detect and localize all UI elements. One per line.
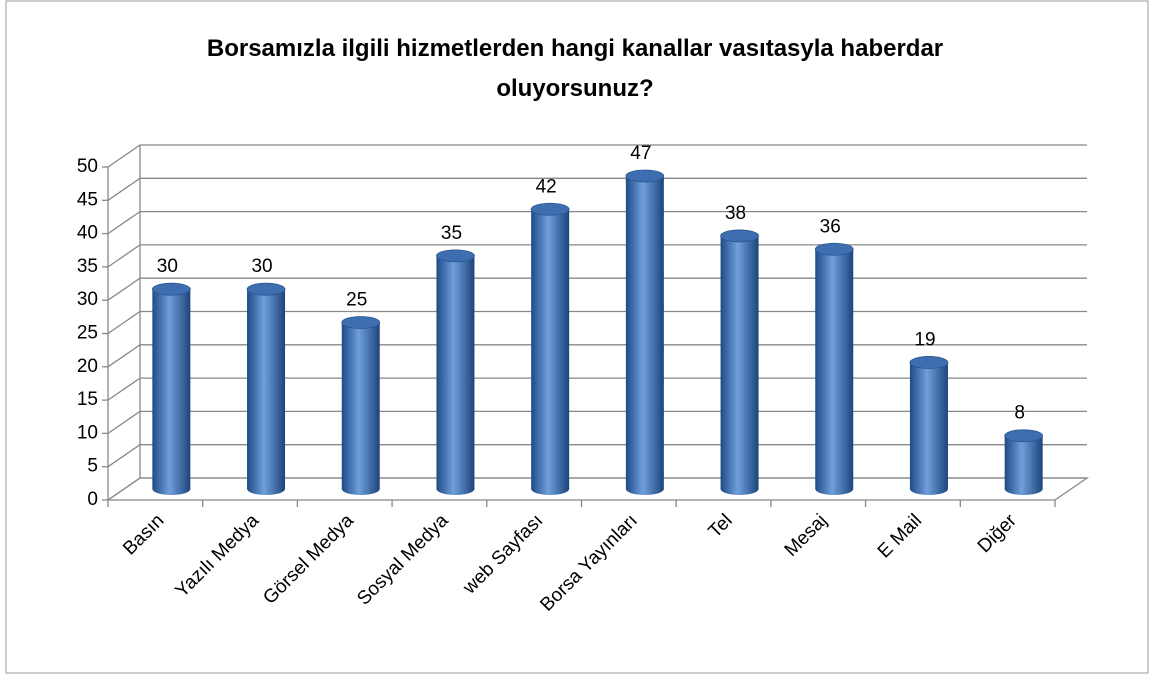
bar xyxy=(814,242,854,495)
bar xyxy=(436,249,475,495)
grid-line xyxy=(107,444,1087,468)
y-tick-label: 50 xyxy=(77,156,98,177)
value-label: 35 xyxy=(441,223,462,244)
bar-body xyxy=(909,362,948,495)
bar xyxy=(530,202,570,495)
y-tick-label: 10 xyxy=(77,422,98,443)
bar-body xyxy=(815,249,854,495)
grid-line xyxy=(107,210,1087,235)
y-tick-label: 35 xyxy=(77,256,98,277)
chart-title: oluyorsunuz? xyxy=(496,75,653,102)
bar-top xyxy=(436,249,475,263)
bar-body xyxy=(247,289,286,495)
grid-line xyxy=(107,377,1087,401)
bar-top xyxy=(341,316,381,329)
chart-title: Borsamızla ilgili hizmetlerden hangi kan… xyxy=(207,35,943,62)
y-tick-label: 0 xyxy=(87,489,98,510)
bar-body xyxy=(341,322,380,495)
value-label: 25 xyxy=(346,290,367,311)
grid-line xyxy=(107,244,1087,268)
grid-line xyxy=(107,177,1087,201)
y-tick-label: 25 xyxy=(77,323,98,344)
bar xyxy=(720,229,759,496)
bar xyxy=(909,356,949,495)
grid-line xyxy=(107,477,1087,501)
grid-line xyxy=(107,144,1087,168)
bar xyxy=(1004,429,1044,495)
bar-body xyxy=(436,255,475,495)
value-label: 8 xyxy=(1014,403,1025,424)
y-tick-label: 15 xyxy=(77,389,98,410)
bar-body xyxy=(152,289,191,495)
bar-top xyxy=(814,242,854,256)
bar-body xyxy=(625,175,664,496)
y-tick-label: 45 xyxy=(77,189,98,210)
bar-top xyxy=(625,169,665,183)
bar-top xyxy=(530,202,570,216)
value-label: 47 xyxy=(630,143,651,164)
bar-top xyxy=(720,229,759,243)
bar-body xyxy=(1004,435,1043,495)
value-label: 30 xyxy=(251,256,272,277)
value-label: 42 xyxy=(536,176,557,197)
grid-line xyxy=(107,277,1087,301)
chart-border xyxy=(5,0,1149,674)
y-tick-label: 20 xyxy=(77,356,98,377)
bar-top xyxy=(909,356,949,369)
value-label: 36 xyxy=(820,216,841,237)
grid-line xyxy=(107,310,1087,335)
value-label: 30 xyxy=(157,256,178,277)
grid-line xyxy=(107,410,1087,434)
bar xyxy=(151,282,191,495)
value-label: 19 xyxy=(914,329,935,350)
bar-body xyxy=(531,209,570,495)
bar-top xyxy=(246,282,286,296)
grid-line xyxy=(107,344,1087,368)
bar-top xyxy=(151,282,191,296)
bar xyxy=(625,169,665,496)
bar xyxy=(246,282,286,495)
y-tick-label: 40 xyxy=(77,223,98,244)
bar-top xyxy=(1004,429,1044,443)
bar xyxy=(341,316,381,495)
value-label: 38 xyxy=(725,203,746,224)
y-tick-label: 5 xyxy=(87,456,98,477)
y-tick-label: 30 xyxy=(77,289,98,310)
bar-body xyxy=(720,235,759,496)
